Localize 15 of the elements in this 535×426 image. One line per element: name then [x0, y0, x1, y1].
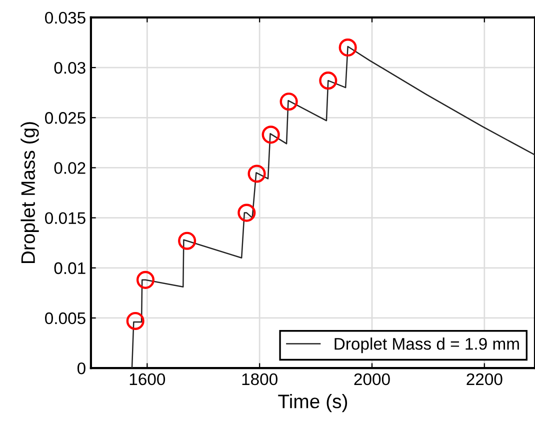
y-tick-label: 0.005 [45, 312, 86, 324]
x-tick-label: 2000 [354, 373, 390, 386]
x-tick-label: 2200 [466, 373, 502, 386]
y-tick-label: 0.01 [54, 262, 86, 274]
y-tick-label: 0 [77, 362, 86, 374]
y-tick-label: 0.015 [45, 212, 86, 224]
y-axis-title: Droplet Mass (g) [20, 122, 39, 264]
x-tick-label: 1600 [130, 373, 166, 386]
x-axis-title: Time (s) [278, 394, 348, 412]
y-tick-label: 0.035 [45, 12, 86, 24]
legend-label: Droplet Mass d = 1.9 mm [334, 338, 519, 354]
y-tick-label: 0.03 [54, 62, 86, 74]
x-tick-label: 1800 [242, 373, 278, 386]
y-tick-label: 0.025 [45, 112, 86, 124]
y-tick-label: 0.02 [54, 162, 86, 174]
